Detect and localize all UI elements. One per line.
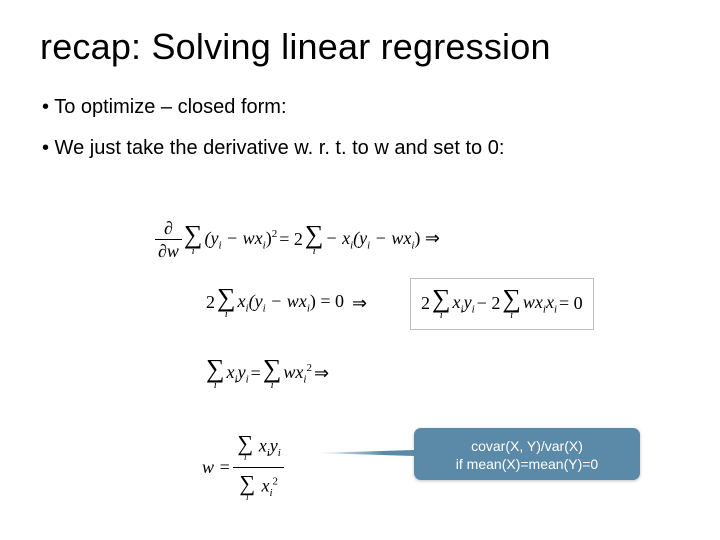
equation-expanded-box: 2 ∑i xiyi − 2 ∑i wxixi = 0: [410, 278, 594, 330]
bullet-derivative: • We just take the derivative w. r. t. t…: [42, 137, 680, 160]
bullet-optimize: • To optimize – closed form:: [42, 96, 680, 119]
callout-line2: if mean(X)=mean(Y)=0: [424, 455, 630, 473]
equation-solution-w: w = ∑i xiyi ∑i xi2: [202, 430, 284, 505]
page-title: recap: Solving linear regression: [40, 26, 680, 68]
equation-equality: ∑i xiyi = ∑i wxi2 ⇒: [206, 356, 329, 391]
callout-covar: covar(X, Y)/var(X) if mean(X)=mean(Y)=0: [414, 428, 640, 480]
equation-derivative: ∂ ∂w ∑i (yi − wxi)2 = 2 ∑i − xi(yi − wxi…: [155, 218, 440, 260]
callout-line1: covar(X, Y)/var(X): [424, 437, 630, 455]
equation-set-zero: 2 ∑i xi(yi − wxi) = 0 ⇒: [206, 285, 373, 320]
implies-arrow-icon: ⇒: [352, 293, 367, 314]
